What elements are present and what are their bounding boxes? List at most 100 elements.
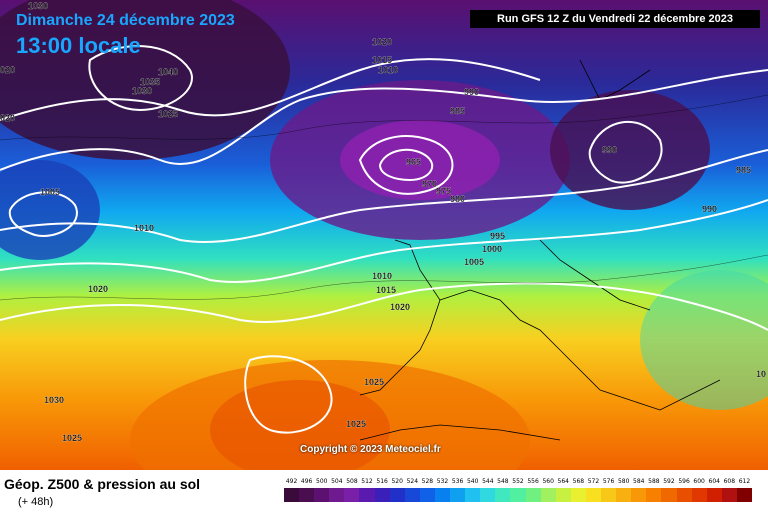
isobar-label: 020 (0, 65, 15, 75)
scale-tick-label: 552 (512, 478, 524, 485)
isobar-label: 1025 (346, 419, 366, 429)
scale-swatch (540, 488, 557, 502)
northwest-high-zone (0, 0, 290, 160)
scale-swatch (299, 488, 315, 502)
isobar-label: 1020 (372, 37, 392, 47)
scale-tick-label: 520 (391, 478, 403, 485)
central-low-core (340, 120, 500, 200)
isobar-label: 1025 (158, 109, 178, 119)
scale-swatch (284, 488, 300, 502)
scale-tick-label: 528 (421, 478, 434, 485)
isobar-label: 1005 (464, 257, 484, 267)
scale-swatch (691, 488, 708, 502)
scale-swatch (465, 488, 481, 502)
scale-tick-label: 536 (451, 478, 464, 485)
isobar-label: 1010 (372, 271, 392, 281)
west-low-zone (0, 160, 100, 260)
scale-tick-label: 556 (527, 478, 539, 485)
isobar-label: 1025 (62, 433, 82, 443)
scale-tick-label: 568 (572, 478, 585, 485)
isobar-label: 1010 (134, 223, 154, 233)
east-low-zone (550, 90, 710, 210)
isobar-label: 1000 (482, 244, 502, 254)
isobar-label: 995 (490, 231, 505, 241)
scale-swatch (359, 488, 376, 502)
isobars (0, 45, 768, 434)
scale-tick-label: 604 (708, 478, 720, 485)
isobar-label: 1025 (364, 377, 384, 387)
scale-swatch (404, 488, 421, 502)
color-scale: 492 496 500 504 508 512 516 520 524 528 532 536 540 5… (284, 478, 753, 508)
scale-swatch (495, 488, 511, 502)
scale-tick-label: 612 (738, 478, 751, 485)
isobar-label: 990 (464, 87, 479, 97)
scale-tick-label: 544 (482, 478, 494, 485)
scale-swatch (374, 488, 391, 502)
isobar-label: 980 (450, 194, 465, 204)
scale-swatch (555, 488, 572, 502)
scale-swatch (585, 488, 602, 502)
scale-swatch (676, 488, 693, 502)
scale-tick-label: 524 (406, 478, 419, 485)
legend-title: Géop. Z500 & pression au sol (4, 476, 201, 492)
geopotential-contours (0, 94, 768, 301)
scale-tick-label: 496 (300, 478, 313, 485)
scale-swatch (434, 488, 451, 502)
scale-tick-label: 504 (331, 478, 343, 485)
scale-swatch (706, 488, 723, 502)
scale-tick-label: 608 (723, 478, 736, 485)
isobar-label: 10 (756, 369, 766, 379)
isobar-label: 1030 (28, 1, 48, 11)
copyright-text: Copyright © 2023 Meteociel.fr (300, 444, 441, 455)
scale-tick-label: 500 (316, 478, 328, 485)
scale-swatch (646, 488, 662, 502)
scale-tick-label: 576 (602, 478, 615, 485)
scale-tick-label: 592 (663, 478, 675, 485)
scale-swatch (525, 488, 542, 502)
scale-swatch (510, 488, 527, 502)
scale-swatch (480, 488, 496, 502)
scale-tick-label: 572 (587, 478, 600, 485)
isobar-label: 965 (406, 157, 421, 167)
scale-swatch (616, 488, 632, 502)
scale-tick-label: 560 (542, 478, 554, 485)
isobar-label: 1035 (140, 77, 160, 87)
scale-swatch (344, 488, 360, 502)
scale-tick-label: 580 (617, 478, 630, 485)
scale-swatch (631, 488, 647, 502)
scale-tick-label: 600 (693, 478, 705, 485)
scale-tick-label: 516 (376, 478, 388, 485)
scale-swatch (721, 488, 738, 502)
isobar-label: 1010 (378, 65, 398, 75)
scale-tick-label: 492 (285, 478, 298, 485)
scale-swatch (661, 488, 677, 502)
isobar-label: 1020 (88, 284, 108, 294)
isobar-label: 1030 (44, 395, 64, 405)
scale-swatch (570, 488, 587, 502)
isobar-label: 990 (702, 204, 717, 214)
scale-swatch (419, 488, 436, 502)
isobar-label: 990 (602, 145, 617, 155)
scale-swatch (601, 488, 617, 502)
scale-swatch (389, 488, 406, 502)
model-run-banner: Run GFS 12 Z du Vendredi 22 décembre 202… (470, 10, 760, 28)
isobar-label: 1015 (372, 55, 392, 65)
scale-tick-label: 548 (497, 478, 509, 485)
isobar-label: 020 (0, 113, 15, 123)
forecast-time: 13:00 locale (16, 33, 141, 58)
scale-tick-label: 532 (436, 478, 449, 485)
coastlines (359, 59, 721, 441)
scale-swatch (329, 488, 345, 502)
scale-tick-label: 596 (678, 478, 690, 485)
scale-swatch (450, 488, 466, 502)
scale-tick-label: 564 (557, 478, 569, 485)
forecast-date: Dimanche 24 décembre 2023 (16, 12, 235, 29)
isobar-label: 1005 (40, 187, 60, 197)
forecast-map: 1030 020 020 1040 1035 1030 1025 1020 10… (0, 0, 768, 470)
isobar-label: 975 (436, 186, 451, 196)
isobar-label: 985 (450, 106, 465, 116)
scale-tick-label: 588 (648, 478, 660, 485)
scale-tick-label: 508 (346, 478, 358, 485)
scale-tick-label: 512 (361, 478, 373, 485)
